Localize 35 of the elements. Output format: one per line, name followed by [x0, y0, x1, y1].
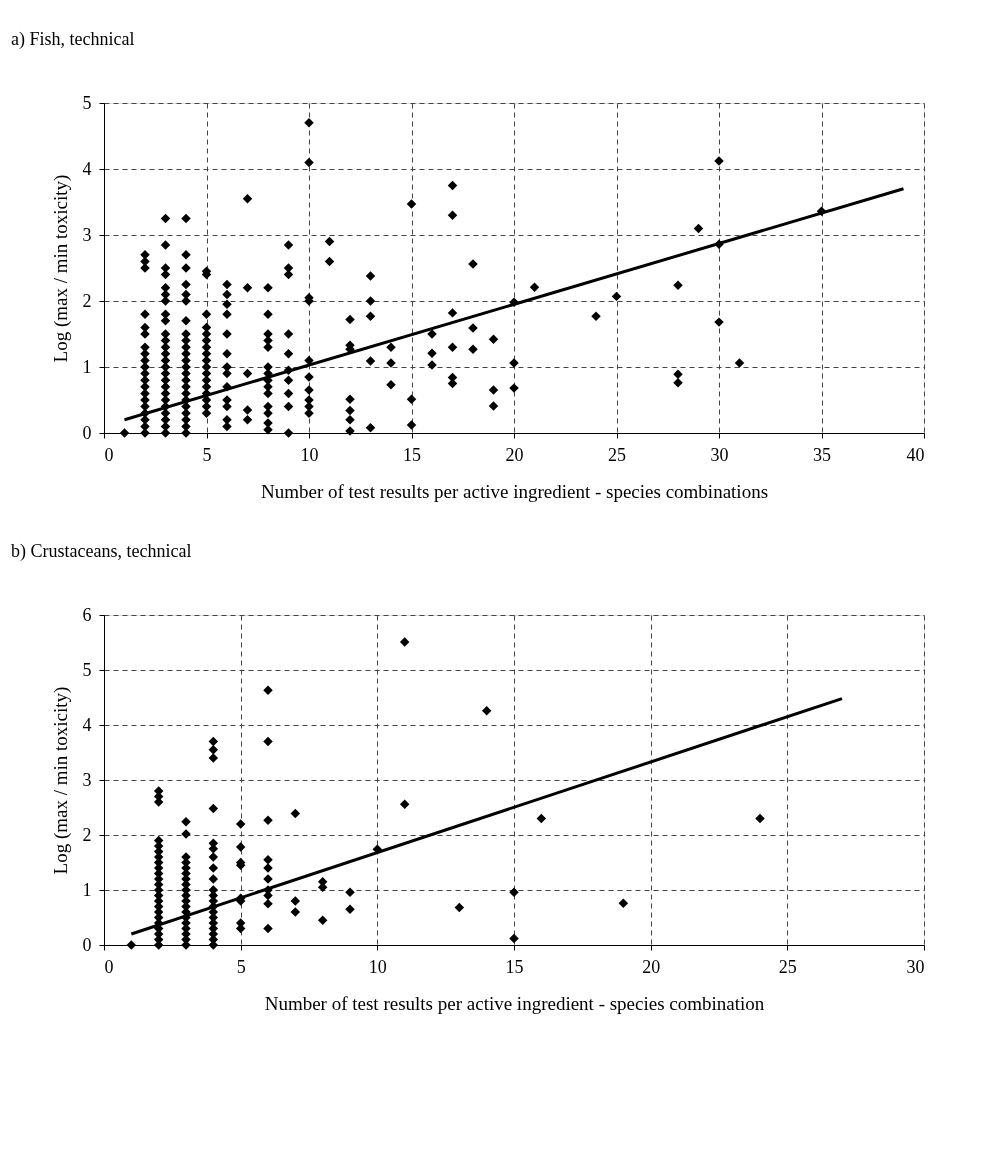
y-tick-label: 6 [82, 604, 92, 625]
x-tick-label: 20 [505, 444, 524, 465]
y-tick-label: 5 [82, 92, 92, 113]
x-tick-label: 40 [906, 444, 925, 465]
y-tick-label: 5 [82, 659, 92, 680]
x-tick-label: 5 [236, 956, 246, 977]
x-axis-title: Number of test results per active ingredient - species combinations [260, 480, 769, 502]
y-tick-label: 0 [82, 422, 92, 443]
x-tick-label: 0 [104, 956, 114, 977]
y-tick-label: 2 [82, 290, 92, 311]
y-tick-label: 1 [82, 356, 92, 377]
y-tick-label: 4 [82, 158, 92, 179]
x-tick-label: 20 [642, 956, 661, 977]
y-tick-label: 0 [82, 934, 92, 955]
x-tick-label: 10 [300, 444, 319, 465]
x-tick-label: 35 [813, 444, 831, 465]
chart-title: b) Crustaceans, technical [11, 541, 192, 562]
y-tick-label: 3 [82, 224, 92, 245]
y-tick-label: 4 [82, 714, 92, 735]
x-tick-label: 15 [403, 444, 421, 465]
y-axis-title: Log (max / min toxicity) [49, 686, 72, 875]
y-tick-label: 2 [82, 824, 92, 845]
y-axis-title: Log (max / min toxicity) [49, 174, 72, 363]
x-tick-label: 30 [906, 956, 925, 977]
x-tick-label: 5 [202, 444, 212, 465]
y-tick-label: 1 [82, 879, 92, 900]
chart-title: a) Fish, technical [11, 29, 135, 50]
x-tick-label: 10 [368, 956, 387, 977]
x-tick-label: 0 [104, 444, 114, 465]
y-tick-label: 3 [82, 769, 92, 790]
x-tick-label: 30 [710, 444, 729, 465]
x-axis-title: Number of test results per active ingredient - species combination [264, 992, 765, 1014]
x-tick-label: 15 [505, 956, 524, 977]
x-tick-label: 25 [608, 444, 626, 465]
x-tick-label: 25 [778, 956, 797, 977]
